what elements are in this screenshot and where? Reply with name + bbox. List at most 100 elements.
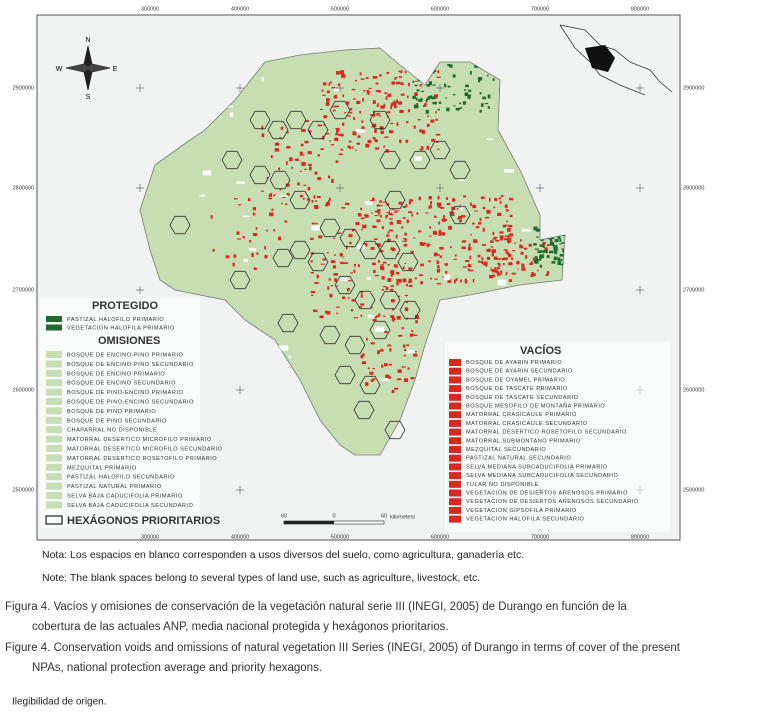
y-coordinate: 2700000: [683, 287, 704, 293]
red-patch: [341, 206, 346, 209]
red-patch: [380, 130, 384, 134]
red-patch: [380, 264, 384, 266]
red-patch: [364, 214, 367, 218]
x-coordinate: 800000: [631, 6, 649, 12]
green-patch: [482, 96, 487, 100]
red-patch: [407, 82, 410, 87]
white-patch: [242, 215, 250, 217]
red-patch: [371, 123, 377, 128]
green-patch: [438, 101, 442, 104]
red-patch: [443, 215, 445, 219]
red-patch: [352, 131, 357, 136]
red-patch: [342, 296, 346, 300]
red-patch: [469, 255, 472, 260]
legend-item: PASTIZAL HALOFILO PRIMARIO: [67, 317, 164, 323]
red-patch: [310, 271, 315, 274]
red-patch: [486, 209, 491, 214]
red-patch: [465, 260, 470, 263]
legend-swatch: [449, 515, 461, 523]
red-patch: [511, 272, 516, 275]
caption: cobertura de las actuales ANP, media nac…: [32, 621, 449, 633]
red-patch: [248, 198, 251, 202]
red-patch: [309, 130, 312, 134]
hexagon: [379, 290, 401, 310]
red-patch: [320, 108, 323, 110]
red-patch: [396, 315, 401, 320]
white-patch: [374, 326, 385, 332]
red-patch: [454, 254, 457, 257]
red-patch: [325, 102, 330, 106]
red-patch: [433, 70, 437, 73]
red-patch: [418, 230, 422, 233]
red-patch: [334, 94, 338, 99]
priority-hexagons: [169, 100, 471, 440]
legend-swatch: [449, 393, 461, 401]
red-patch: [445, 197, 448, 201]
red-patch: [333, 273, 338, 276]
hexagon: [353, 400, 375, 420]
red-patch: [311, 294, 314, 296]
red-patch: [403, 238, 406, 240]
red-patch: [210, 215, 213, 219]
red-patch: [437, 265, 440, 269]
red-patch: [403, 354, 406, 357]
green-patch: [479, 109, 482, 113]
red-patch: [385, 215, 388, 219]
green-patch: [474, 66, 479, 68]
green-patch: [537, 259, 542, 261]
red-patch: [322, 82, 327, 86]
green-patch: [534, 248, 539, 250]
red-patch: [356, 100, 361, 104]
red-patch: [441, 232, 446, 236]
red-patch: [508, 262, 513, 266]
red-patch: [307, 151, 312, 155]
red-patch: [383, 285, 387, 288]
red-patch: [387, 376, 391, 380]
red-patch: [383, 363, 388, 367]
red-patch: [323, 124, 326, 126]
red-patch: [399, 109, 404, 113]
red-patch: [280, 126, 284, 130]
green-patch: [486, 74, 489, 77]
red-patch: [478, 261, 482, 263]
legend-item: CHAPARRAL NO DISPONIBLE: [67, 428, 157, 434]
source-note: Ilegibilidad de origen.: [12, 697, 107, 708]
red-patch: [390, 122, 394, 125]
red-patch: [390, 213, 394, 216]
red-patch: [320, 148, 324, 151]
red-patch: [394, 387, 399, 390]
red-patch: [386, 374, 390, 378]
green-patch: [469, 70, 472, 75]
red-patch: [370, 114, 374, 116]
red-patch: [404, 349, 407, 351]
green-patch: [557, 261, 562, 265]
legend-item: BOSQUE DE ENCINO-PINO SECUNDARIO: [67, 362, 194, 368]
red-patch: [514, 242, 517, 244]
red-patch: [519, 244, 522, 247]
hexagon: [384, 190, 406, 210]
green-patch: [551, 261, 556, 264]
red-patch: [383, 315, 386, 317]
red-patch: [323, 115, 328, 119]
red-patch: [378, 114, 381, 117]
red-patch: [411, 330, 414, 332]
red-patch: [441, 218, 446, 222]
green-patch: [553, 246, 558, 251]
red-patch: [372, 368, 375, 370]
legend-swatch: [46, 388, 62, 396]
red-patch: [336, 127, 340, 132]
legend-item: VEGETACION DE DESIERTOS ARENOSOS PRIMARI…: [466, 490, 628, 496]
red-patch: [286, 145, 291, 149]
red-patch: [402, 278, 407, 283]
red-patch: [402, 266, 405, 270]
green-patch: [534, 256, 538, 261]
red-patch: [398, 70, 401, 73]
red-patch: [385, 96, 388, 100]
red-patch: [373, 269, 376, 274]
caption: Figura 4. Vacíos y omisiones de conserva…: [5, 601, 627, 613]
red-patch: [438, 221, 441, 225]
red-patch: [447, 279, 452, 283]
hexagon: [289, 190, 311, 210]
red-patch: [345, 245, 348, 250]
red-patch: [395, 265, 398, 269]
